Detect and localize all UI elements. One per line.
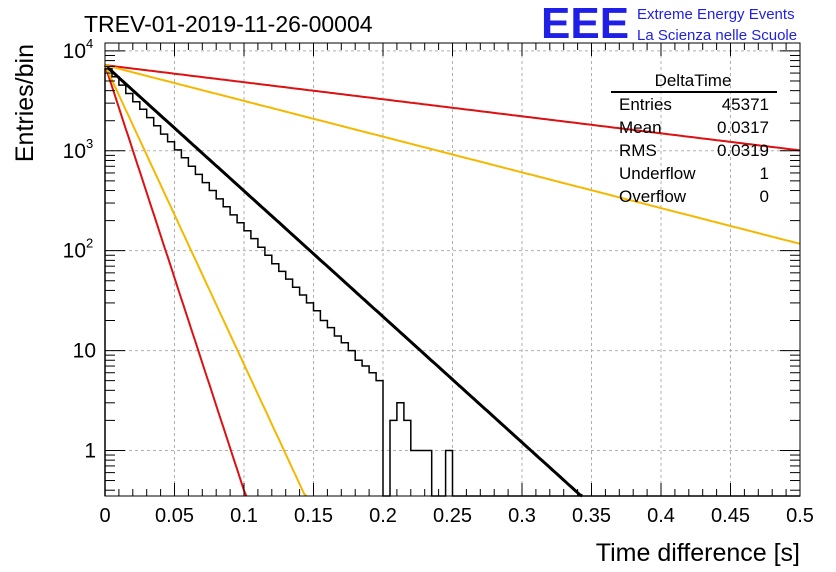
eee-logo-text: EEE xyxy=(541,0,629,48)
eee-logo: EEE Extreme Energy Events La Scienza nel… xyxy=(541,0,797,48)
fit-curve xyxy=(104,64,308,497)
fit-curve xyxy=(104,64,801,152)
chart-title: TREV-01-2019-11-26-00004 xyxy=(84,11,373,37)
stats-label: RMS xyxy=(619,141,657,160)
stats-value: 1 xyxy=(760,164,769,183)
fit-curve xyxy=(104,64,248,497)
y-tick-exponent: 3 xyxy=(86,136,93,151)
x-tick-labels: 0 0.05 0.1 0.15 0.2 0.25 0.3 0.35 0.4 0.45 0.5 xyxy=(99,505,813,527)
x-tick-label: 0 xyxy=(99,505,110,527)
histogram-outline xyxy=(104,68,800,497)
y-tick-label: 1 xyxy=(84,439,96,462)
stats-value: 0 xyxy=(760,187,769,206)
stats-value: 45371 xyxy=(722,95,769,114)
fit-curve xyxy=(103,64,583,498)
stats-label: Entries xyxy=(619,95,672,114)
fit-curves xyxy=(103,64,801,498)
x-tick-label: 0.2 xyxy=(369,505,397,527)
y-tick-label: 10 xyxy=(63,240,86,263)
stats-box: DeltaTime Entries 45371 Mean 0.0317 RMS 0.031… xyxy=(611,71,777,206)
x-tick-label: 0.25 xyxy=(433,505,472,527)
x-tick-label: 0.1 xyxy=(230,505,258,527)
y-tick-label: 10 xyxy=(63,40,86,63)
axis-ticks xyxy=(104,43,801,496)
stats-value: 0.0317 xyxy=(717,118,769,137)
stats-label: Mean xyxy=(619,118,662,137)
x-tick-label: 0.3 xyxy=(508,505,536,527)
x-tick-label: 0.5 xyxy=(786,505,814,527)
logo-line-2: La Scienza nelle Scuole xyxy=(637,27,797,44)
grid xyxy=(105,43,800,496)
y-axis-label: Entries/bin xyxy=(11,44,39,162)
x-tick-label: 0.05 xyxy=(155,505,194,527)
x-tick-label: 0.45 xyxy=(711,505,750,527)
fit-curve xyxy=(104,64,801,245)
stats-label: Underflow xyxy=(619,164,696,183)
y-tick-exponent: 4 xyxy=(86,36,93,51)
x-tick-label: 0.35 xyxy=(572,505,611,527)
x-tick-label: 0.15 xyxy=(294,505,333,527)
logo-line-1: Extreme Energy Events xyxy=(637,6,795,23)
stats-label: Overflow xyxy=(619,187,687,206)
histogram-bars xyxy=(104,68,800,497)
x-tick-label: 0.4 xyxy=(647,505,675,527)
y-tick-label: 10 xyxy=(73,340,96,363)
x-axis-label: Time difference [s] xyxy=(596,539,800,567)
y-tick-label: 10 xyxy=(63,140,86,163)
stats-value: 0.0319 xyxy=(717,141,769,160)
y-tick-exponent: 2 xyxy=(86,236,93,251)
stats-title: DeltaTime xyxy=(655,71,732,90)
